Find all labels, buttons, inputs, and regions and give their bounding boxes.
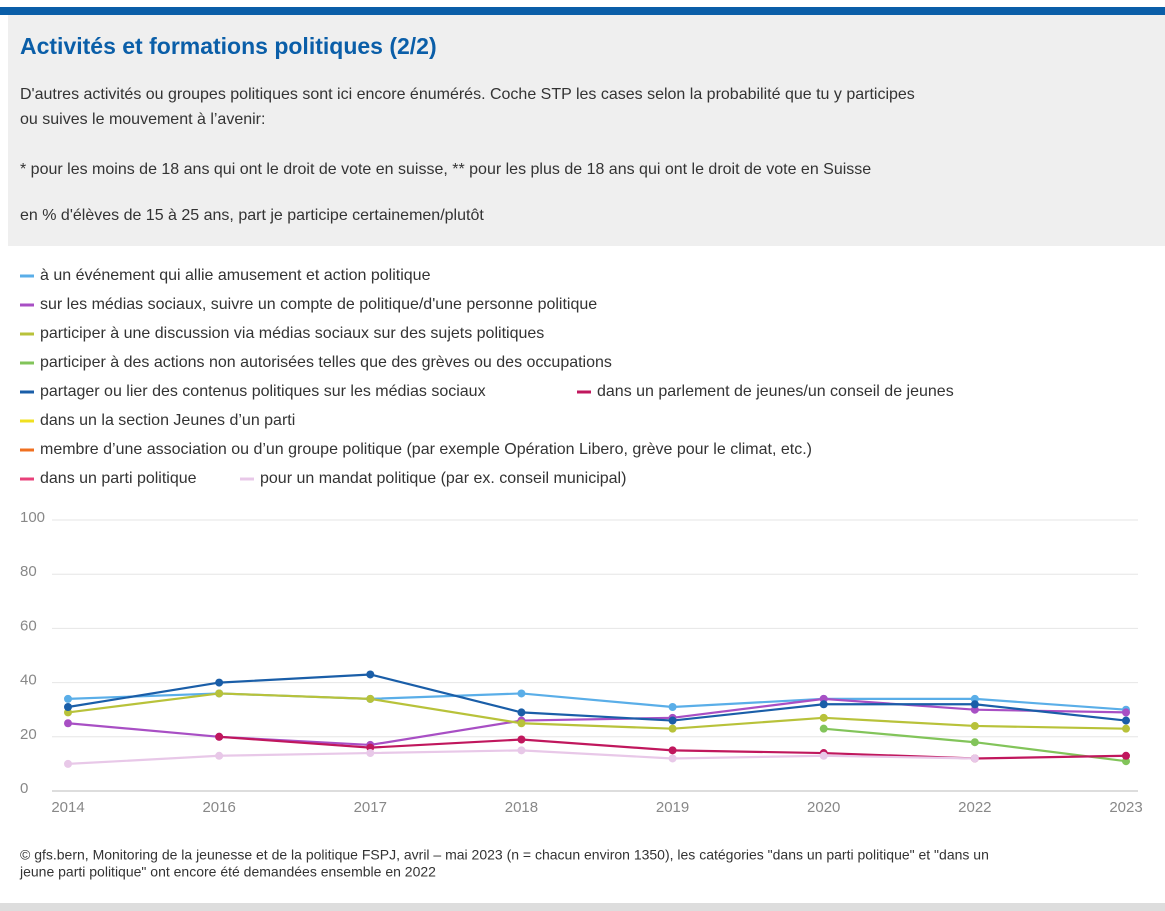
y-tick-label: 60	[20, 617, 37, 634]
data-point	[215, 751, 224, 760]
x-tick-label: 2017	[354, 799, 387, 816]
data-point	[970, 700, 979, 709]
x-tick-label: 2020	[807, 799, 840, 816]
y-tick-label: 100	[20, 509, 45, 526]
data-point	[215, 732, 224, 741]
legend-label: dans un la section Jeunes d’un parti	[40, 412, 295, 429]
x-tick-label: 2022	[958, 799, 991, 816]
legend-label: à un événement qui allie amusement et ac…	[40, 267, 431, 284]
legend-label: dans un parlement de jeunes/un conseil d…	[597, 383, 954, 400]
data-point	[1122, 724, 1130, 733]
data-point	[668, 702, 677, 711]
data-point	[517, 689, 526, 698]
x-tick-label: 2014	[51, 799, 84, 816]
data-point	[1122, 751, 1130, 760]
y-tick-label: 40	[20, 672, 37, 689]
description: en % d'élèves de 15 à 25 ans, part je pa…	[20, 207, 484, 224]
source: © gfs.bern, Monitoring de la jeunesse et…	[20, 847, 989, 863]
legend-label: participer à une discussion via médias s…	[40, 325, 544, 342]
data-point	[64, 702, 72, 711]
data-point	[1122, 708, 1130, 717]
legend-label: partager ou lier des contenus politiques…	[40, 383, 486, 400]
data-point	[1122, 716, 1130, 725]
data-point	[668, 724, 677, 733]
data-point	[819, 700, 828, 709]
data-point	[970, 754, 979, 763]
top-bar	[0, 7, 1165, 15]
data-point	[64, 719, 72, 728]
data-point	[668, 716, 677, 725]
data-point	[517, 746, 526, 755]
data-point	[517, 719, 526, 728]
series-line	[67, 673, 1127, 722]
series-line	[67, 692, 1127, 730]
data-point	[819, 713, 828, 722]
data-point	[517, 708, 526, 717]
header-box	[8, 15, 1165, 246]
data-point	[970, 738, 979, 747]
x-tick-label: 2019	[656, 799, 689, 816]
legend-label: pour un mandat politique (par ex. consei…	[260, 470, 626, 487]
data-point	[64, 759, 72, 768]
y-tick-label: 20	[20, 726, 37, 743]
description: D'autres activités ou groupes politiques…	[20, 86, 915, 103]
series-line	[67, 692, 1127, 711]
source: jeune parti politique" ont encore été de…	[19, 864, 436, 880]
data-point	[64, 694, 72, 703]
legend-label: participer à des actions non autorisées …	[40, 354, 612, 371]
data-point	[668, 754, 677, 763]
data-point	[366, 749, 375, 758]
bottom-bar	[0, 903, 1165, 911]
data-point	[366, 694, 375, 703]
x-tick-label: 2018	[505, 799, 538, 816]
data-point	[819, 751, 828, 760]
legend-label: membre d’une association ou d’un groupe …	[40, 441, 812, 458]
x-tick-label: 2023	[1109, 799, 1142, 816]
title: Activités et formations politiques (2/2)	[20, 33, 437, 59]
legend-label: dans un parti politique	[40, 470, 197, 487]
data-point	[819, 724, 828, 733]
description: ou suives le mouvement à l’avenir:	[20, 111, 265, 128]
data-point	[668, 746, 677, 755]
data-point	[970, 721, 979, 730]
data-point	[215, 678, 224, 687]
data-point	[215, 689, 224, 698]
y-tick-label: 0	[20, 780, 28, 797]
data-point	[517, 735, 526, 744]
legend-label: sur les médias sociaux, suivre un compte…	[40, 296, 597, 313]
description: * pour les moins de 18 ans qui ont le dr…	[20, 161, 871, 178]
x-tick-label: 2016	[202, 799, 235, 816]
data-point	[366, 670, 375, 679]
y-tick-label: 80	[20, 563, 37, 580]
